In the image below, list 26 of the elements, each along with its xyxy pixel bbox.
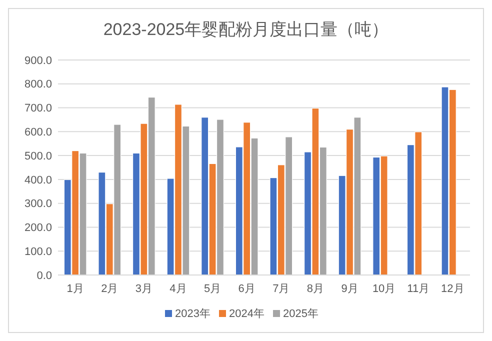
y-tick-label: 900.0 — [24, 54, 52, 67]
chart-title: 2023-2025年婴配粉月度出口量（吨） — [103, 20, 389, 39]
legend-label: 2023年 — [175, 308, 210, 320]
y-tick-label: 600.0 — [24, 126, 52, 139]
legend-label: 2025年 — [283, 308, 318, 320]
y-tick-label: 200.0 — [24, 222, 52, 234]
x-tick-label: 11月 — [407, 283, 430, 295]
x-tick-label: 1月 — [66, 283, 84, 295]
y-tick-label: 800.0 — [24, 78, 52, 91]
x-tick-label: 10月 — [372, 283, 396, 295]
x-tick-label: 2月 — [101, 283, 118, 295]
x-tick-label: 6月 — [238, 283, 256, 295]
y-tick-label: 0.0 — [36, 270, 52, 282]
y-tick-label: 300.0 — [24, 198, 52, 210]
x-tick-label: 3月 — [135, 283, 152, 295]
y-tick-label: 700.0 — [24, 102, 52, 115]
x-tick-label: 8月 — [306, 283, 324, 295]
y-tick-label: 100.0 — [24, 246, 52, 258]
x-tick-label: 4月 — [170, 283, 187, 295]
x-tick-label: 7月 — [272, 283, 290, 295]
legend-label: 2024年 — [229, 308, 264, 320]
x-tick-label: 5月 — [204, 283, 222, 295]
y-tick-label: 400.0 — [24, 174, 52, 186]
x-tick-label: 9月 — [341, 283, 358, 295]
y-tick-label: 500.0 — [24, 150, 52, 162]
x-tick-label: 12月 — [441, 283, 464, 295]
